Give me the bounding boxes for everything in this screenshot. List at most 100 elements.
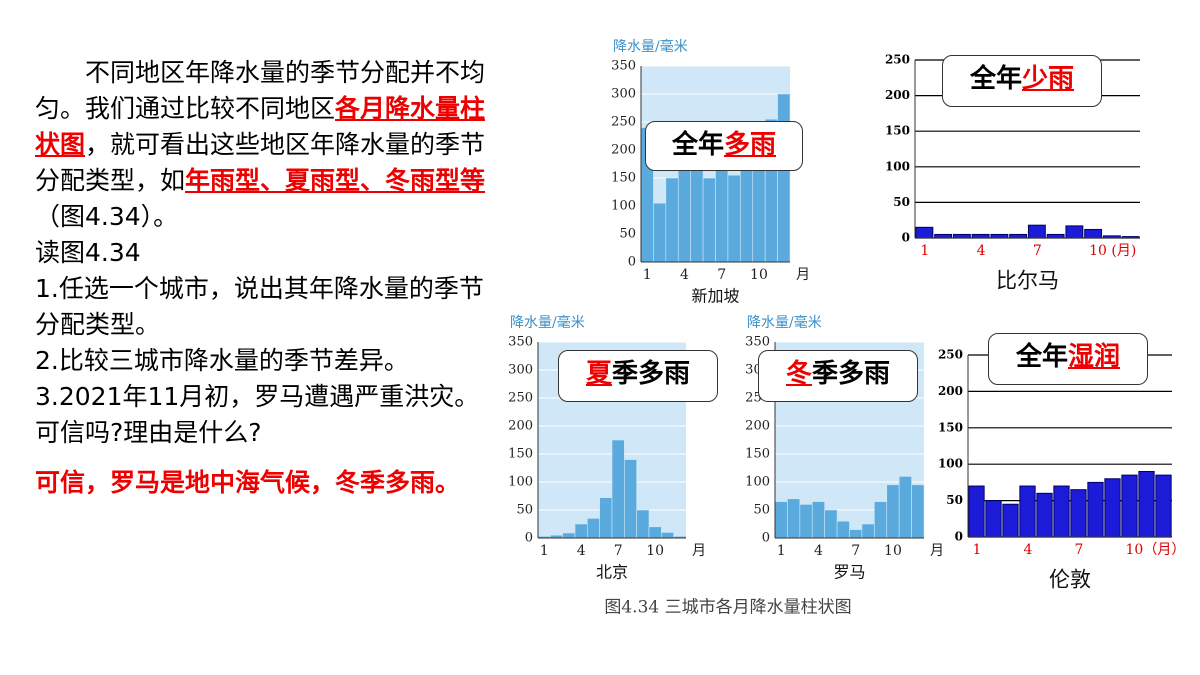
x-tick-label: 1 — [777, 543, 786, 559]
bar — [648, 526, 662, 539]
text-run: 不同地区年降水量的季节分配并不均匀。我们通过比较不同地区 — [35, 58, 486, 123]
text-block: 不同地区年降水量的季节分配并不均匀。我们通过比较不同地区各月降水量柱状图，就可看… — [35, 55, 487, 501]
bar — [799, 504, 813, 539]
paragraphs: 不同地区年降水量的季节分配并不均匀。我们通过比较不同地区各月降水量柱状图，就可看… — [35, 55, 487, 451]
answer: 可信，罗马是地中海气候，冬季多雨。 — [35, 468, 461, 497]
bar — [1121, 474, 1138, 538]
x-tick-label: 4 — [680, 267, 689, 283]
bar — [1104, 478, 1121, 538]
y-tick-label: 0 — [762, 531, 770, 546]
bar — [861, 523, 875, 539]
bar — [677, 160, 691, 263]
annotation-box: 全年多雨 — [645, 121, 803, 171]
bar — [777, 93, 791, 263]
paragraph: 1.任选一个城市，说出其年降水量的季节分配类型。 — [35, 271, 487, 343]
bar — [611, 439, 625, 539]
bar — [715, 166, 729, 263]
bar — [1087, 481, 1104, 538]
bar — [886, 484, 900, 539]
y-tick-label: 250 — [938, 348, 963, 362]
highlight: 冬 — [785, 359, 812, 389]
highlight: 各月降水量柱状图 — [35, 94, 486, 159]
x-tick-label: 4 — [814, 543, 823, 559]
bar — [811, 501, 825, 539]
highlight: 夏 — [585, 359, 612, 389]
y-tick-label: 100 — [611, 199, 636, 214]
bar — [702, 177, 716, 263]
text-run: 全年 — [671, 130, 724, 160]
y-axis-label: 降水量/毫米 — [510, 314, 585, 331]
bar — [934, 233, 953, 239]
y-tick-label: 0 — [525, 531, 533, 546]
x-tick-label: 10 — [750, 267, 768, 283]
bar — [915, 226, 934, 239]
text-run: ，就可看出这些地区年降水量的季节分配类型，如 — [35, 130, 486, 195]
bar — [952, 233, 971, 239]
y-tick-label: 50 — [946, 493, 963, 507]
x-tick-label: 1 — [540, 543, 549, 559]
paragraph: 不同地区年降水量的季节分配并不均匀。我们通过比较不同地区各月降水量柱状图，就可看… — [35, 55, 487, 235]
y-tick-label: 200 — [611, 143, 636, 158]
y-tick-label: 150 — [745, 447, 770, 462]
chart-title: 北京 — [596, 563, 628, 582]
bar — [636, 509, 650, 539]
y-tick-label: 200 — [938, 384, 963, 398]
annotation-box: 夏季多雨 — [558, 350, 718, 402]
annotation-box: 全年湿润 — [988, 333, 1148, 385]
y-tick-label: 250 — [885, 53, 910, 67]
text-run: 全年 — [1015, 342, 1068, 372]
bar — [1084, 228, 1103, 239]
bar — [574, 523, 588, 539]
x-axis-label: 月 — [692, 543, 706, 559]
x-axis-label: 月 — [796, 267, 810, 283]
text-run: 2.比较三城市降水量的季节差异。 — [35, 346, 409, 375]
y-tick-label: 0 — [955, 530, 963, 544]
x-tick-label: 1 — [643, 267, 652, 283]
text-run: （图4.34）。 — [35, 202, 179, 231]
text-run: 1.任选一个城市，说出其年降水量的季节分配类型。 — [35, 274, 484, 339]
y-tick-label: 350 — [508, 335, 533, 350]
bar — [562, 532, 576, 539]
bar — [624, 459, 637, 539]
paragraph: 3.2021年11月初，罗马遭遇严重洪灾。可信吗?理由是什么? — [35, 379, 487, 451]
y-tick-label: 250 — [508, 391, 533, 406]
bar — [1070, 489, 1087, 538]
paragraph: 2.比较三城市降水量的季节差异。 — [35, 343, 487, 379]
bar — [1046, 233, 1065, 239]
bar — [1155, 474, 1172, 538]
y-axis-label: 降水量/毫米 — [747, 314, 822, 331]
text-run: 3.2021年11月初，罗马遭遇严重洪灾。可信吗?理由是什么? — [35, 382, 480, 447]
text-run: 季多雨 — [612, 359, 691, 389]
y-tick-label: 200 — [745, 419, 770, 434]
bar — [653, 202, 667, 263]
bar — [752, 160, 766, 263]
bar — [911, 484, 925, 539]
bar — [1027, 224, 1046, 239]
y-tick-label: 350 — [611, 59, 636, 74]
y-tick-label: 0 — [902, 231, 910, 245]
y-axis-label: 降水量/毫米 — [613, 38, 688, 55]
chart-title: 伦敦 — [1049, 568, 1091, 592]
bar — [1019, 485, 1036, 538]
y-tick-label: 150 — [508, 447, 533, 462]
chart-title: 罗马 — [833, 563, 865, 582]
x-tick-label: 10（月） — [1126, 542, 1186, 558]
x-tick-label: 1 — [973, 542, 982, 558]
y-tick-label: 300 — [508, 363, 533, 378]
y-tick-label: 350 — [745, 335, 770, 350]
bar — [665, 177, 679, 263]
text-run: 季多雨 — [812, 359, 891, 389]
x-tick-label: 7 — [1075, 542, 1084, 558]
bar — [898, 476, 912, 539]
y-tick-label: 50 — [516, 503, 533, 518]
bar — [990, 233, 1009, 239]
x-tick-label: 4 — [1024, 542, 1033, 558]
bar — [1053, 485, 1070, 538]
x-tick-label: 7 — [1033, 243, 1042, 259]
y-tick-label: 100 — [508, 475, 533, 490]
highlight: 少雨 — [1022, 64, 1075, 94]
chart-title: 比尔马 — [996, 269, 1059, 293]
bar — [849, 529, 863, 539]
x-tick-label: 4 — [977, 243, 986, 259]
y-tick-label: 150 — [885, 124, 910, 138]
